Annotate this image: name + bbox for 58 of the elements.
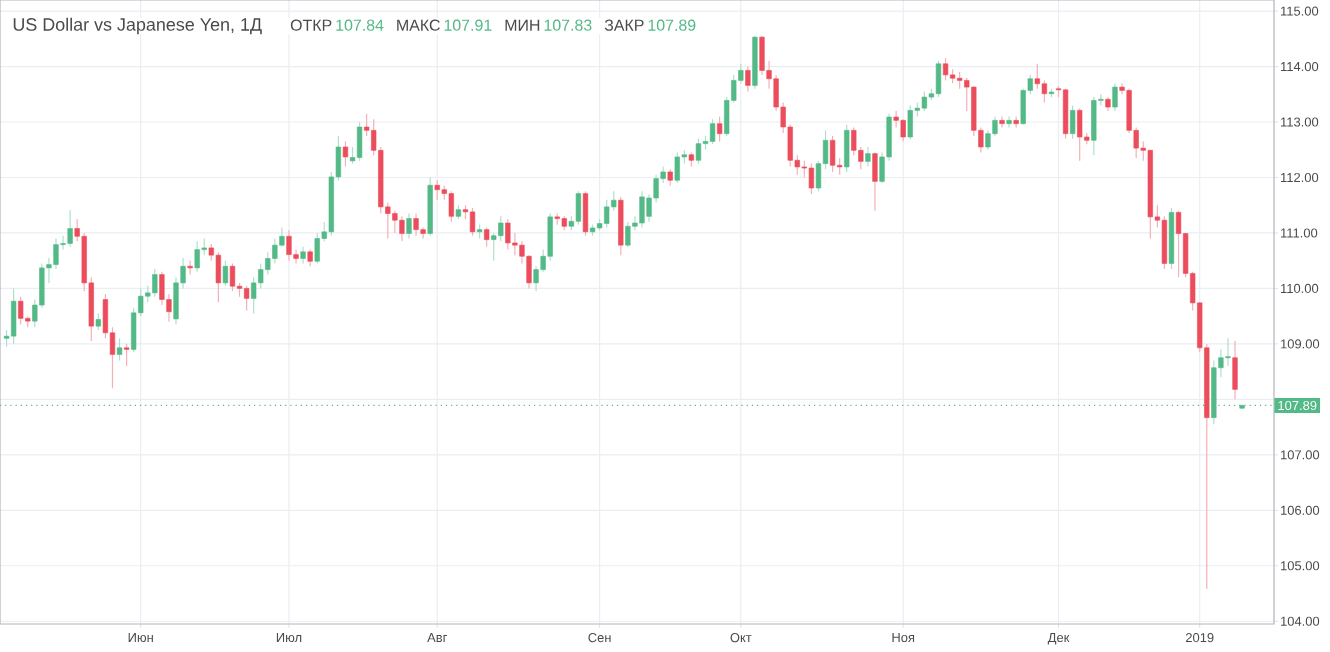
candlestick [1175,210,1182,278]
candlestick [935,60,942,98]
candlestick [1070,104,1076,140]
candlestick [229,262,236,292]
candlestick [717,115,723,143]
candlestick [618,196,624,256]
candlestick [582,190,589,237]
candlestick [829,135,836,173]
candlestick [356,121,363,162]
candlestick [448,190,454,223]
candlestick [745,65,751,93]
candlestick [900,118,906,143]
candlestick [222,260,229,287]
candlestick [187,260,193,276]
candlestick [314,232,320,265]
candlestick [243,285,250,312]
candlestick [625,221,631,248]
candlestick [286,229,292,262]
candlestick [194,240,200,273]
candlestick [116,337,123,362]
candlestick [469,207,476,237]
candlestick [999,115,1005,129]
candlestick [67,209,73,248]
candlestick [399,215,405,242]
candlestick [942,57,949,82]
candlestick [1034,63,1040,90]
candlestick [152,268,158,298]
candlestick [215,251,221,303]
candlestick [1232,340,1238,400]
candlestick [342,140,349,167]
candlestick [604,199,610,229]
candlestick [11,287,17,345]
candlestick [1062,88,1069,140]
candlestick [907,104,913,140]
candlestick [1112,82,1118,112]
candlestick [921,90,927,112]
candlestick [1091,96,1097,156]
candlestick [1077,107,1083,162]
candlestick [1006,115,1012,129]
candlestick [808,163,815,195]
candlestick [709,118,716,145]
candlestick [498,215,504,242]
candlestick [865,146,871,167]
candlestick [639,190,645,229]
candlestick [844,124,850,173]
candlestick [575,190,582,226]
candlestick [674,151,680,184]
candlestick [505,218,511,251]
candlestick [392,210,398,234]
candlestick [872,151,878,212]
candlestick [695,138,702,165]
candlestick [406,212,412,240]
text: US Dollar vs Japanese Yen, 1Д [13,17,262,35]
candlestick [434,179,440,201]
candlestick [484,226,490,248]
candlestick [18,296,24,326]
candlestick [123,343,130,367]
candlestick [413,212,419,237]
